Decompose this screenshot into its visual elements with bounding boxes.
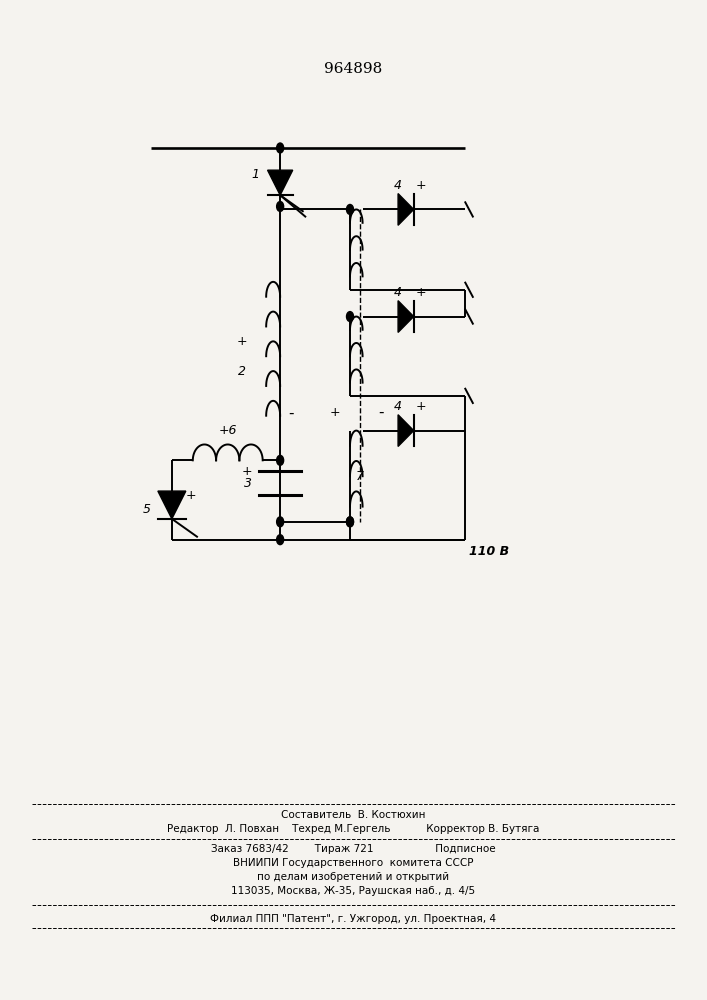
Text: +: + — [416, 179, 426, 192]
Text: Редактор  Л. Повхан    Техред М.Гергель           Корректор В. Бутяга: Редактор Л. Повхан Техред М.Гергель Корр… — [168, 824, 539, 834]
Circle shape — [276, 143, 284, 153]
Text: 4: 4 — [394, 179, 402, 192]
Text: +: + — [241, 465, 252, 478]
Text: 7: 7 — [356, 470, 363, 483]
Text: 5: 5 — [143, 503, 151, 516]
Text: 113035, Москва, Ж-35, Раушская наб., д. 4/5: 113035, Москва, Ж-35, Раушская наб., д. … — [231, 886, 476, 896]
Text: +6: +6 — [218, 424, 237, 437]
Text: Заказ 7683/42        Тираж 721                   Подписное: Заказ 7683/42 Тираж 721 Подписное — [211, 844, 496, 854]
Text: Составитель  В. Костюхин: Составитель В. Костюхин — [281, 810, 426, 820]
Circle shape — [276, 517, 284, 527]
Text: +: + — [186, 489, 197, 502]
Text: 3: 3 — [244, 477, 252, 490]
Circle shape — [346, 204, 354, 214]
Circle shape — [346, 517, 354, 527]
Polygon shape — [398, 301, 414, 332]
Text: 4: 4 — [394, 400, 402, 413]
Text: 964898: 964898 — [325, 62, 382, 76]
Circle shape — [276, 455, 284, 465]
Text: 1: 1 — [252, 168, 259, 181]
Text: +: + — [416, 400, 426, 413]
Circle shape — [276, 202, 284, 211]
Text: Филиал ППП "Патент", г. Ужгород, ул. Проектная, 4: Филиал ППП "Патент", г. Ужгород, ул. Про… — [211, 914, 496, 924]
Polygon shape — [398, 194, 414, 225]
Text: +: + — [329, 406, 340, 419]
Text: 4: 4 — [394, 286, 402, 299]
Polygon shape — [158, 491, 186, 519]
Text: -: - — [379, 405, 384, 420]
Text: +: + — [236, 335, 247, 348]
Polygon shape — [267, 170, 293, 195]
Text: -: - — [288, 406, 293, 421]
Text: ВНИИПИ Государственного  комитета СССР: ВНИИПИ Государственного комитета СССР — [233, 858, 474, 868]
Text: 2: 2 — [238, 365, 246, 378]
Circle shape — [276, 535, 284, 545]
Text: по делам изобретений и открытий: по делам изобретений и открытий — [257, 872, 450, 882]
Text: +: + — [416, 286, 426, 299]
Text: 110 В: 110 В — [469, 545, 509, 558]
Polygon shape — [398, 415, 414, 446]
Circle shape — [346, 312, 354, 322]
Circle shape — [346, 517, 354, 527]
